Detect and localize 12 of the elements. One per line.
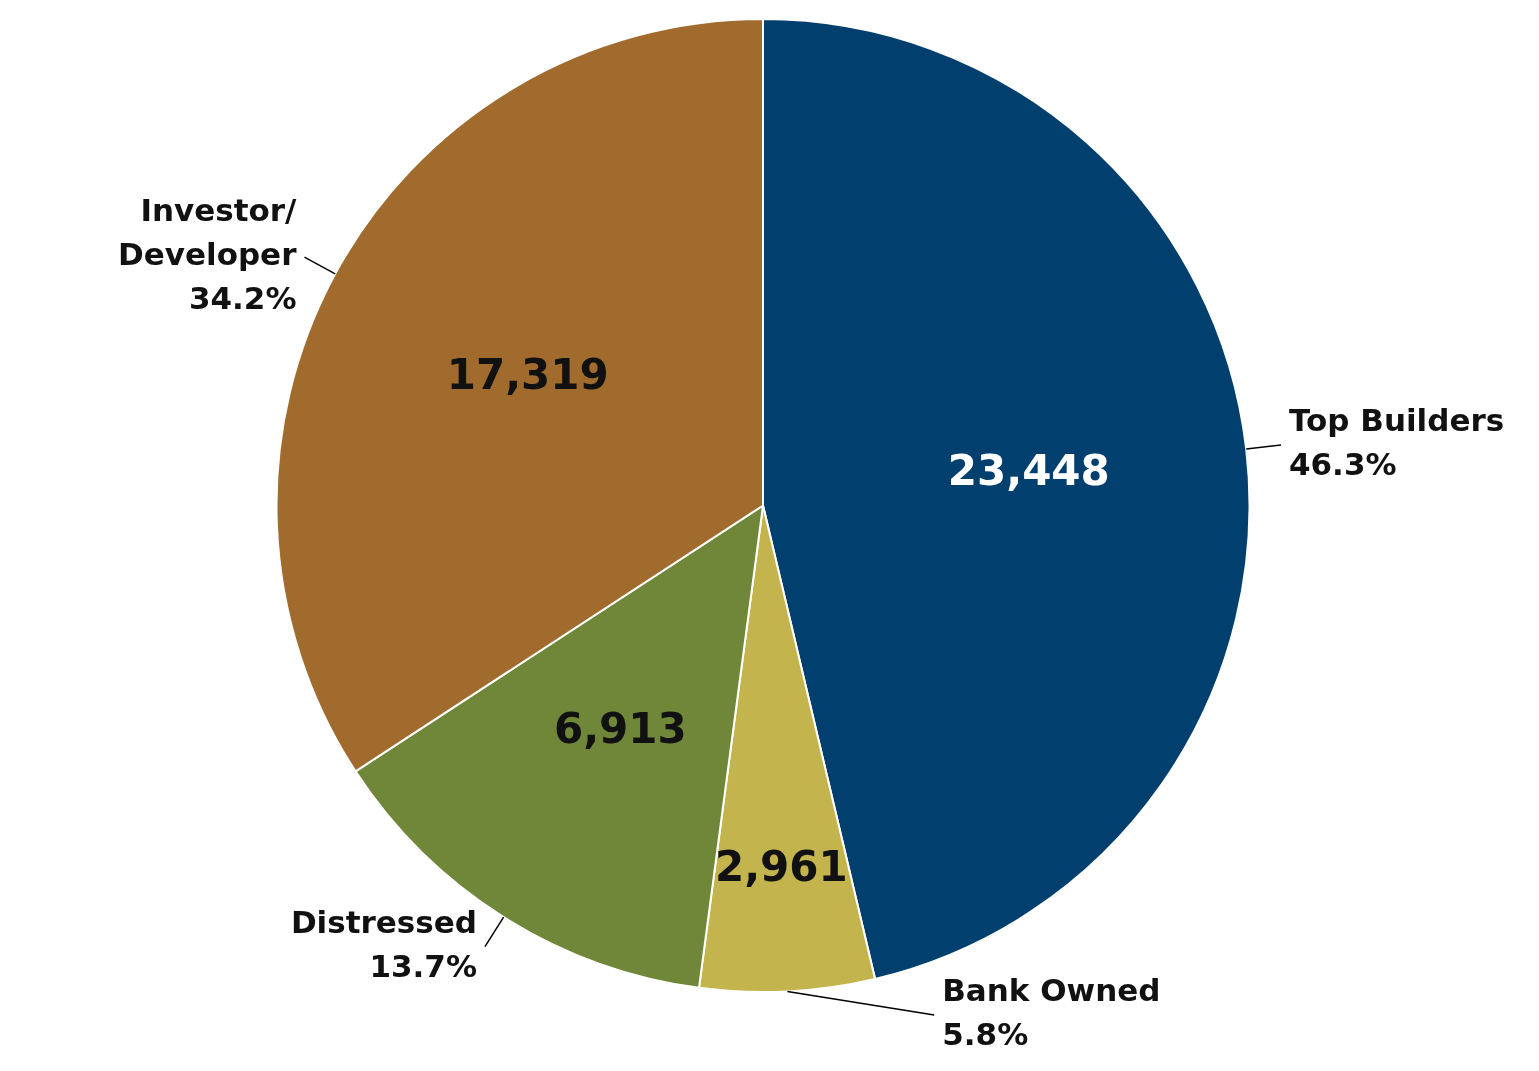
data-label: 5.8% bbox=[942, 1016, 1029, 1053]
slice-label: Investor/Developer bbox=[118, 192, 298, 273]
slice-label: Distressed bbox=[290, 903, 477, 940]
data-label: 34.2% bbox=[188, 280, 297, 317]
slice-label: Bank Owned bbox=[942, 972, 1161, 1009]
text: 2,961 bbox=[714, 841, 848, 891]
text: 17,319 bbox=[446, 349, 609, 399]
text: 23,448 bbox=[947, 446, 1110, 496]
data-label: 46.3% bbox=[1288, 446, 1397, 483]
text: 6,913 bbox=[553, 703, 687, 753]
data-label: 13.7% bbox=[369, 947, 477, 984]
slice-label: Top Builders bbox=[1288, 402, 1505, 439]
